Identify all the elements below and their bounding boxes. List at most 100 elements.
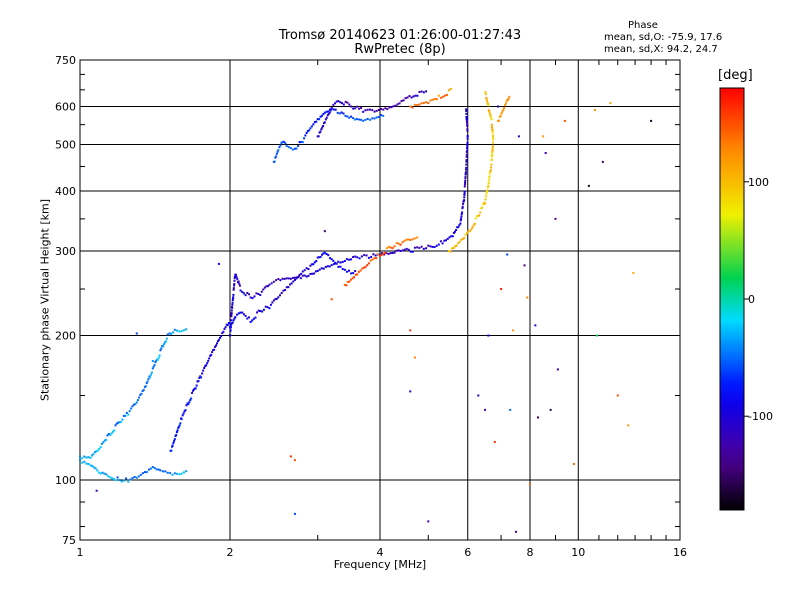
data-point xyxy=(373,257,376,260)
data-point xyxy=(391,247,394,250)
data-point xyxy=(346,281,349,284)
data-point xyxy=(352,272,355,275)
data-point xyxy=(339,101,342,104)
data-point xyxy=(305,131,308,134)
data-point xyxy=(265,285,268,288)
data-point xyxy=(249,320,252,323)
data-point xyxy=(271,301,274,304)
data-point xyxy=(253,295,256,298)
data-point xyxy=(474,217,477,220)
data-point xyxy=(460,217,463,220)
data-point xyxy=(324,118,327,121)
data-point xyxy=(370,255,373,258)
data-point xyxy=(188,401,191,404)
data-point xyxy=(352,117,355,120)
data-point xyxy=(465,166,468,169)
data-point xyxy=(149,467,152,470)
data-point xyxy=(175,433,178,436)
data-point xyxy=(466,144,469,147)
data-point xyxy=(131,477,134,480)
data-point xyxy=(487,184,490,187)
data-point xyxy=(285,144,288,147)
data-point xyxy=(134,403,137,406)
data-point xyxy=(452,247,455,250)
data-point xyxy=(491,128,494,131)
data-point xyxy=(236,313,239,316)
data-point xyxy=(272,299,275,302)
data-point xyxy=(379,253,381,256)
data-point xyxy=(402,99,405,102)
data-point xyxy=(443,94,446,97)
data-point xyxy=(323,111,326,114)
data-point xyxy=(345,258,348,261)
data-point xyxy=(297,276,300,279)
data-point xyxy=(377,253,380,256)
data-point xyxy=(332,263,335,266)
data-point xyxy=(105,438,108,441)
data-point xyxy=(490,166,493,169)
data-point xyxy=(416,94,419,97)
data-point xyxy=(306,130,309,133)
data-point xyxy=(275,279,278,282)
data-point xyxy=(401,241,404,244)
data-point xyxy=(435,98,438,101)
data-point xyxy=(544,152,547,155)
data-point xyxy=(466,134,469,137)
data-point xyxy=(292,280,295,283)
data-point xyxy=(466,141,469,144)
data-point xyxy=(351,277,354,280)
data-point xyxy=(275,152,278,155)
data-point xyxy=(89,456,92,459)
data-point xyxy=(491,149,494,152)
data-point xyxy=(487,179,490,182)
data-point xyxy=(278,146,281,149)
data-point xyxy=(185,470,188,473)
data-point xyxy=(114,479,117,482)
data-point xyxy=(396,103,399,106)
data-point xyxy=(416,104,419,107)
data-point xyxy=(323,121,326,124)
data-point xyxy=(362,266,365,269)
data-point xyxy=(155,359,158,362)
data-point xyxy=(492,141,495,144)
data-point xyxy=(319,255,322,258)
y-tick-label: 500 xyxy=(55,139,76,152)
data-point xyxy=(276,150,279,153)
data-point xyxy=(485,96,488,99)
data-point xyxy=(499,114,502,117)
data-point xyxy=(399,249,402,252)
data-point xyxy=(206,362,209,365)
data-point xyxy=(171,445,174,448)
data-point xyxy=(371,258,374,261)
data-point xyxy=(283,277,286,280)
data-point xyxy=(136,399,139,402)
data-point xyxy=(542,135,545,138)
data-point xyxy=(504,104,507,107)
data-point xyxy=(356,273,359,276)
data-point xyxy=(492,136,495,139)
y-tick-label: 600 xyxy=(55,101,76,114)
data-point xyxy=(289,455,292,458)
data-point xyxy=(232,287,235,290)
data-point xyxy=(377,108,380,111)
data-point xyxy=(291,148,294,151)
data-point xyxy=(363,254,366,257)
data-point xyxy=(616,394,619,397)
data-point xyxy=(150,373,153,376)
data-point xyxy=(112,478,115,481)
data-point xyxy=(210,353,213,356)
data-point xyxy=(201,372,204,375)
data-point xyxy=(325,116,328,119)
data-point xyxy=(486,99,489,102)
data-point xyxy=(238,284,241,287)
data-point xyxy=(413,246,416,249)
data-point xyxy=(447,250,450,253)
data-point xyxy=(153,364,156,367)
data-point xyxy=(266,306,269,309)
data-point xyxy=(230,315,233,318)
data-point xyxy=(449,250,452,253)
data-point xyxy=(526,296,529,299)
data-point xyxy=(418,246,421,249)
data-point xyxy=(92,453,95,456)
data-point xyxy=(362,110,365,113)
